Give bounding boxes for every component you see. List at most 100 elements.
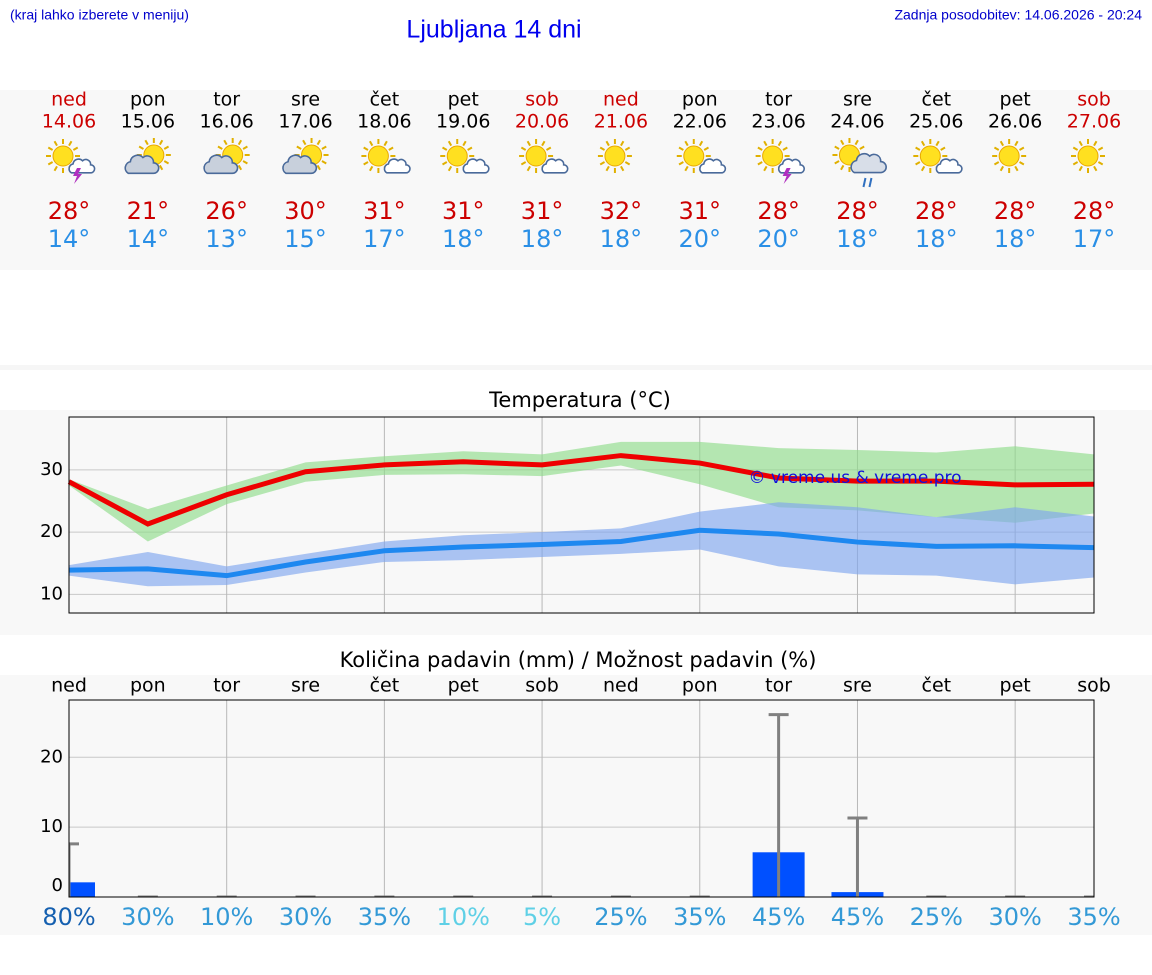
max-temp: 32° [600, 197, 643, 225]
sun-ray [678, 161, 684, 166]
lightning [73, 168, 82, 184]
max-temp: 28° [915, 197, 958, 225]
weather-icon [832, 138, 887, 188]
sun [604, 145, 626, 167]
sun-ray [383, 140, 388, 147]
cloud [124, 154, 160, 175]
sun-ray [1093, 140, 1098, 147]
min-temp: 17° [363, 225, 406, 253]
chart-title: Temperatura (°C) [488, 388, 671, 412]
x-tick-label: čet [922, 675, 952, 697]
sun-ray [217, 145, 223, 150]
min-temp: 17° [1073, 225, 1116, 253]
min-temp: 18° [600, 225, 643, 253]
bar [69, 882, 95, 897]
sun-ray [678, 146, 684, 151]
sun-ray [859, 145, 865, 150]
sun-ray [242, 145, 248, 150]
day-name: pon [130, 89, 166, 111]
day-date: 15.06 [121, 111, 175, 133]
chance-label: 10% [200, 903, 253, 931]
day-name: tor [765, 89, 792, 111]
sun [52, 145, 74, 167]
sun-ray [834, 145, 840, 150]
x-tick-label: sob [525, 675, 559, 697]
sun-ray [316, 139, 321, 146]
sun-ray [624, 146, 631, 151]
cloud [850, 152, 887, 174]
chance-label: 30% [988, 903, 1041, 931]
sun-ray [854, 139, 859, 146]
sun-ray [321, 145, 327, 150]
sun-ray [840, 139, 845, 146]
chance-label: 25% [910, 903, 963, 931]
day-name: sre [291, 89, 320, 111]
x-tick-label: pon [130, 675, 166, 697]
y-tick-label: 20 [40, 746, 63, 767]
sun-ray [1014, 140, 1019, 147]
sun-ray [388, 146, 394, 151]
sun-ray [545, 146, 552, 151]
day-date: 24.06 [830, 111, 884, 133]
sun-ray [163, 145, 170, 150]
chance-label: 35% [358, 903, 411, 931]
hint: (kraj lahko izberete v meniju) [10, 7, 189, 23]
range-band [69, 441, 1094, 542]
sun-ray [363, 161, 369, 166]
sun-ray [993, 161, 1000, 166]
sun-ray [144, 139, 149, 146]
sun-ray [993, 146, 1000, 151]
sun-ray [620, 140, 625, 147]
min-temp: 20° [678, 225, 721, 253]
chance-label: 25% [594, 903, 647, 931]
sun-ray [158, 139, 164, 146]
day-date: 14.06 [42, 111, 96, 133]
day-date: 20.06 [515, 111, 569, 133]
weather-icon [519, 139, 569, 174]
max-temp: 28° [48, 197, 91, 225]
sun-ray [999, 140, 1005, 147]
max-temp: 28° [994, 197, 1037, 225]
sun-ray [520, 146, 527, 151]
day-date: 25.06 [909, 111, 963, 133]
cloud [68, 158, 96, 174]
sun-ray [163, 160, 170, 165]
day-date: 18.06 [357, 111, 411, 133]
max-temp: 31° [678, 197, 721, 225]
sun-ray [447, 165, 453, 172]
x-tick-label: pet [1000, 675, 1031, 697]
sun-ray [158, 164, 164, 171]
chance-label: 30% [279, 903, 332, 931]
day-name: sre [843, 89, 872, 111]
day-name: pet [448, 89, 479, 111]
sun-ray [442, 161, 448, 166]
max-temp: 28° [836, 197, 879, 225]
forecast-band [0, 90, 1152, 270]
weather-icon [597, 139, 632, 173]
sun-ray [447, 140, 453, 147]
chance-label: 35% [1067, 903, 1120, 931]
sun-ray [599, 161, 606, 166]
sun-ray [237, 139, 243, 146]
min-temp: 13° [205, 225, 248, 253]
sun-ray [605, 165, 610, 172]
sun-ray [541, 140, 546, 147]
watermark: © vreme.us & vreme.pro [748, 468, 961, 488]
weather-icon [124, 138, 171, 175]
sun-ray [520, 161, 527, 166]
min-temp: 18° [915, 225, 958, 253]
sun-ray [777, 140, 782, 147]
sun-ray [834, 160, 840, 165]
sun-ray [1078, 165, 1083, 172]
chance-label: 5% [523, 903, 561, 931]
sun [762, 145, 784, 167]
day-name: čet [370, 89, 400, 111]
sun-ray [68, 140, 73, 147]
min-temp: 18° [836, 225, 879, 253]
sun-ray [1093, 165, 1098, 172]
day-name: ned [51, 89, 87, 111]
plot-border [68, 416, 1095, 614]
weather-icon [203, 138, 250, 175]
sun-ray [302, 139, 307, 146]
sun-ray [915, 161, 921, 166]
